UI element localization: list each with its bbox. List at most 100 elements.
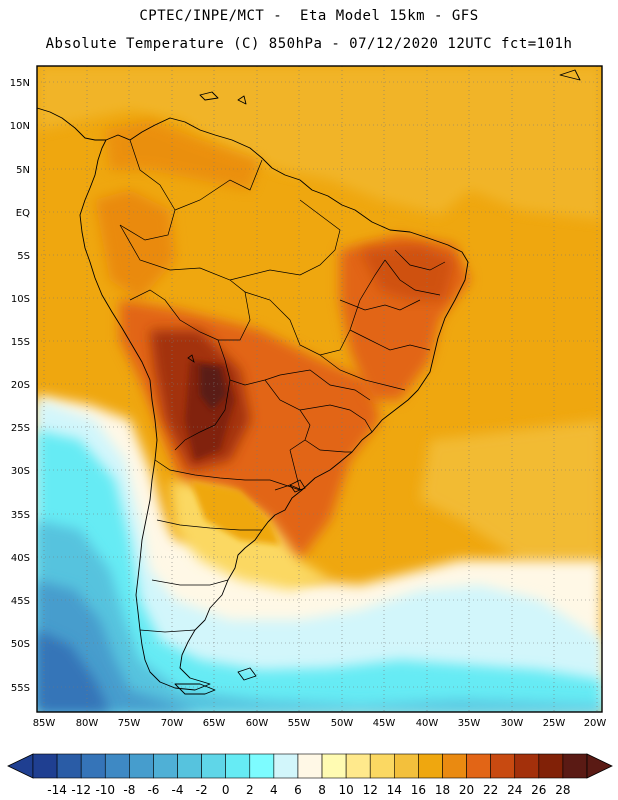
lon-label: 60W	[246, 718, 269, 729]
field-south-paleblue	[37, 400, 602, 712]
colorbar-swatch	[369, 753, 395, 779]
lat-label: 15N	[10, 78, 30, 89]
lon-label: 50W	[331, 718, 354, 729]
map-title-line2: Absolute Temperature (C) 850hPa - 07/12/…	[45, 36, 573, 52]
colorbar-right-arrow	[586, 753, 613, 779]
lon-label: 75W	[118, 718, 141, 729]
colorbar	[7, 753, 613, 779]
lon-label: 55W	[288, 718, 311, 729]
colorbar-label: 6	[294, 783, 302, 797]
colorbar-label: 2	[246, 783, 254, 797]
tierra-del-fuego	[174, 683, 216, 695]
colorbar-swatch	[153, 753, 178, 779]
lat-label: 10N	[10, 121, 30, 132]
colorbar-label: 8	[318, 783, 326, 797]
colorbar-swatch	[562, 753, 588, 779]
field-patagonia-orange	[190, 480, 280, 545]
lon-label: 85W	[33, 718, 56, 729]
colorbar-swatch	[177, 753, 202, 779]
lat-label: 5S	[17, 251, 30, 262]
field-andes-north-orange	[95, 190, 175, 300]
lon-label: 70W	[161, 718, 184, 729]
colorbar-swatch	[129, 753, 154, 779]
map-frame	[36, 65, 603, 713]
lon-label: 45W	[373, 718, 396, 729]
lat-label: 35S	[11, 510, 30, 521]
lakes	[187, 354, 306, 493]
south-america-coastline	[79, 117, 469, 691]
colorbar-left-arrow	[7, 753, 34, 779]
colorbar-label: -10	[95, 783, 115, 797]
lat-label: 40S	[11, 553, 30, 564]
colorbar-swatch	[538, 753, 564, 779]
lat-label: 55S	[11, 683, 30, 694]
temperature-field	[37, 66, 602, 712]
colorbar-swatch	[249, 753, 275, 779]
colorbar-label: 10	[338, 783, 353, 797]
map-title-line1: CPTEC/INPE/MCT - Eta Model 15km - GFS	[139, 8, 479, 24]
colorbar-swatch	[345, 753, 371, 779]
colorbar-swatch	[297, 753, 323, 779]
lon-label: 80W	[76, 718, 99, 729]
field-caribbean-orange	[105, 120, 260, 190]
colorbar-swatch	[273, 753, 299, 779]
field-southatlantic-yellow	[420, 420, 602, 560]
lat-label: 25S	[11, 423, 30, 434]
colorbar-label: 16	[411, 783, 426, 797]
colorbar-swatch	[225, 753, 251, 779]
field-north-yellow	[37, 66, 602, 220]
colorbar-label: -6	[147, 783, 159, 797]
lat-label: 50S	[11, 639, 30, 650]
colorbar-label: 22	[483, 783, 498, 797]
colorbar-labels: -14 -12 -10 -8 -6 -4 -2 0 2 4 6 8 10 12 14 16 18 20 22 24 26…	[47, 783, 570, 797]
field-max-core	[200, 365, 226, 410]
colorbar-swatch	[104, 753, 130, 779]
colorbar-label: 14	[387, 783, 402, 797]
lon-label: 65W	[203, 718, 226, 729]
lon-label: 20W	[584, 718, 607, 729]
colorbar-swatch	[514, 753, 540, 779]
colorbar-label: 12	[363, 783, 378, 797]
lat-label: 15S	[11, 337, 30, 348]
colorbar-label: -14	[47, 783, 67, 797]
colorbar-label: 20	[459, 783, 474, 797]
colorbar-swatch	[201, 753, 226, 779]
colorbar-label: 0	[222, 783, 230, 797]
lon-label: 35W	[458, 718, 481, 729]
colorbar-swatch	[418, 753, 443, 779]
longitude-labels: 85W 80W 75W 70W 65W 60W 55W 50W 45W 40W …	[33, 718, 607, 729]
lat-label: 20S	[11, 380, 30, 391]
country-borders	[119, 139, 446, 633]
coastlines	[36, 69, 581, 695]
colorbar-swatch	[442, 753, 467, 779]
colorbar-swatch	[56, 753, 82, 779]
colorbar-swatch	[80, 753, 106, 779]
lat-label: 5N	[16, 165, 30, 176]
falklands	[237, 667, 257, 681]
lat-label: 10S	[11, 294, 30, 305]
field-south-blue3	[37, 630, 110, 712]
colorbar-label: -2	[196, 783, 208, 797]
colorbar-label: 18	[435, 783, 450, 797]
lon-label: 25W	[543, 718, 566, 729]
colorbar-label: 28	[555, 783, 570, 797]
colorbar-swatch	[32, 753, 58, 779]
lat-label: EQ	[16, 208, 30, 219]
colorbar-label: 26	[531, 783, 546, 797]
central-america-coast	[36, 107, 106, 141]
colorbar-label: 4	[270, 783, 278, 797]
lon-label: 40W	[416, 718, 439, 729]
caribbean-islands	[199, 69, 581, 105]
colorbar-swatch	[466, 753, 491, 779]
colorbar-swatch	[321, 753, 347, 779]
colorbar-swatch	[394, 753, 419, 779]
colorbar-label: 24	[507, 783, 522, 797]
lon-label: 30W	[501, 718, 524, 729]
colorbar-label: -12	[71, 783, 91, 797]
colorbar-label: -4	[172, 783, 184, 797]
lat-label: 45S	[11, 596, 30, 607]
latitude-labels: 15N 10N 5N EQ 5S 10S 15S 20S 25S 30S 35S…	[10, 78, 30, 694]
lat-label: 30S	[11, 466, 30, 477]
colorbar-label: -8	[123, 783, 135, 797]
